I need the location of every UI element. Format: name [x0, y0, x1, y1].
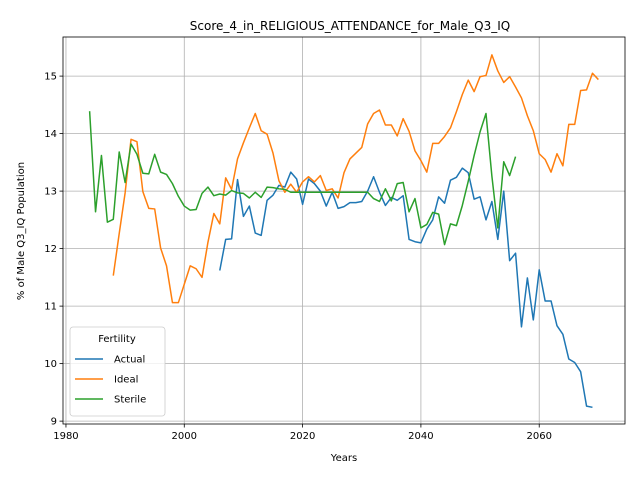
- grid: [63, 37, 625, 424]
- legend: Fertility Actual Ideal Sterile: [69, 326, 166, 417]
- legend-label-actual: Actual: [114, 355, 145, 366]
- axis-ticks: 1980 2000 2020 2040 2060 9 10 11 12 13 14 15: [44, 72, 552, 442]
- x-tick-label: 2060: [526, 431, 551, 442]
- series-lines: [88, 54, 599, 409]
- legend-box: [69, 326, 166, 417]
- legend-label-sterile: Sterile: [114, 395, 146, 406]
- chart-title: Score_4_in_RELIGIOUS_ATTENDANCE_for_Male…: [190, 19, 510, 33]
- y-tick-label: 14: [44, 129, 57, 140]
- x-axis-title: Years: [330, 453, 357, 464]
- y-tick-label: 12: [44, 244, 57, 255]
- y-tick-label: 15: [44, 72, 57, 83]
- y-axis-title: % of Male Q3_IQ Population: [16, 162, 27, 300]
- series-line-sterile: [88, 111, 517, 246]
- x-tick-label: 2020: [290, 431, 315, 442]
- x-tick-label: 2040: [408, 431, 433, 442]
- y-tick-label: 13: [44, 187, 57, 198]
- y-tick-label: 9: [51, 417, 57, 428]
- x-tick-label: 2000: [172, 431, 197, 442]
- plot-frame: [62, 36, 626, 425]
- y-tick-label: 10: [44, 359, 57, 370]
- series-line-ideal: [112, 54, 599, 304]
- y-tick-label: 11: [44, 302, 57, 313]
- x-tick-label: 1980: [53, 431, 78, 442]
- legend-label-ideal: Ideal: [114, 375, 138, 386]
- legend-entries: Actual Ideal Sterile: [75, 355, 146, 406]
- legend-title: Fertility: [98, 334, 136, 345]
